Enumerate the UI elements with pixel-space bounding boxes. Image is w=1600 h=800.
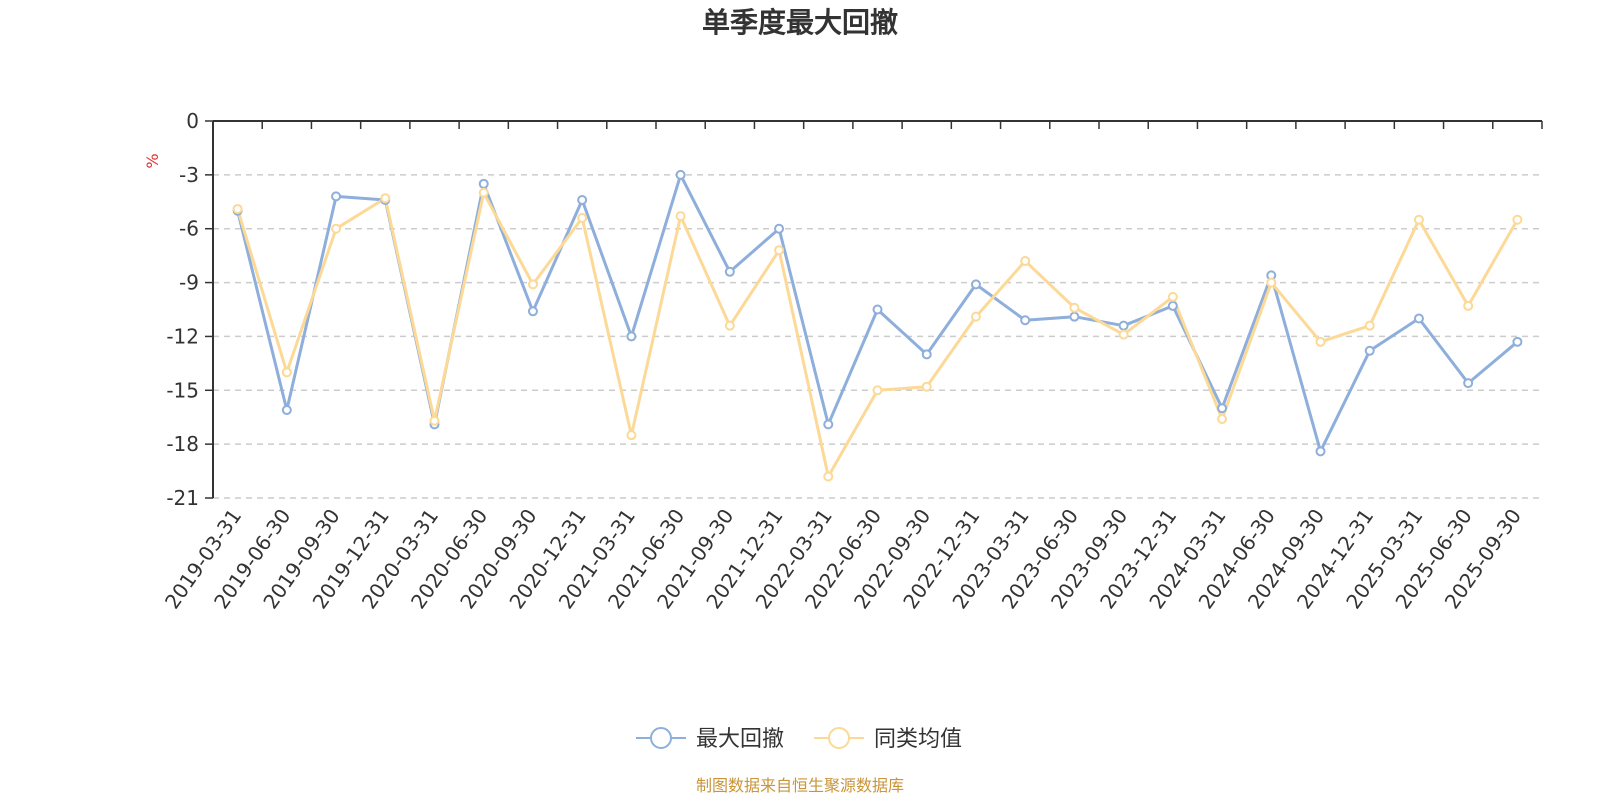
y-tick-label: -3: [179, 163, 199, 187]
data-point-series-1[interactable]: [872, 385, 883, 396]
data-point-series-1[interactable]: [232, 203, 243, 214]
data-point-series-0[interactable]: [970, 279, 981, 290]
data-point-series-1[interactable]: [1217, 414, 1228, 425]
y-tick-label: -15: [166, 378, 199, 402]
data-point-series-0[interactable]: [331, 191, 342, 202]
legend-item-max-drawdown[interactable]: 最大回撤: [636, 727, 784, 752]
data-point-series-1[interactable]: [823, 471, 834, 482]
data-point-series-1[interactable]: [527, 279, 538, 290]
y-tick-label: -21: [166, 486, 199, 510]
data-point-series-1[interactable]: [1118, 329, 1129, 340]
legend-label: 同类均值: [874, 727, 962, 752]
data-point-series-1[interactable]: [1413, 214, 1424, 225]
data-point-series-1[interactable]: [380, 193, 391, 204]
data-point-series-0[interactable]: [1167, 300, 1178, 311]
data-point-series-1[interactable]: [478, 187, 489, 198]
data-point-series-1[interactable]: [1463, 300, 1474, 311]
legend-marker-circle: [650, 727, 672, 749]
legend-label: 最大回撤: [696, 727, 784, 752]
y-tick-label: -9: [179, 271, 199, 295]
series-points: [232, 169, 1523, 482]
data-point-series-1[interactable]: [626, 430, 637, 441]
chart-title: 单季度最大回撤: [702, 6, 898, 39]
data-point-series-1[interactable]: [1069, 302, 1080, 313]
data-point-series-0[interactable]: [1069, 311, 1080, 322]
y-axis-unit-label: %: [143, 153, 162, 168]
y-axis-ticks: 0 -3 -6 -9 -12 -15 -18 -21: [166, 109, 213, 510]
data-point-series-0[interactable]: [675, 169, 686, 180]
data-point-series-0[interactable]: [1364, 345, 1375, 356]
data-point-series-1[interactable]: [331, 223, 342, 234]
data-point-series-0[interactable]: [872, 304, 883, 315]
grid-lines: [213, 174, 1542, 499]
y-tick-label: -12: [166, 324, 199, 348]
axes: [212, 120, 1542, 498]
data-point-series-0[interactable]: [1118, 320, 1129, 331]
data-point-series-1[interactable]: [1512, 214, 1523, 225]
data-point-series-1[interactable]: [970, 311, 981, 322]
y-tick-label: -18: [166, 432, 199, 456]
data-point-series-0[interactable]: [626, 331, 637, 342]
data-point-series-1[interactable]: [675, 211, 686, 222]
data-point-series-1[interactable]: [281, 367, 292, 378]
series-line-1: [236, 191, 1519, 478]
data-point-series-1[interactable]: [429, 415, 440, 426]
data-source-note: 制图数据来自恒生聚源数据库: [696, 776, 904, 795]
data-point-series-0[interactable]: [1315, 446, 1326, 457]
data-point-series-1[interactable]: [1364, 320, 1375, 331]
data-point-series-1[interactable]: [724, 320, 735, 331]
data-point-series-0[interactable]: [823, 419, 834, 430]
data-point-series-0[interactable]: [527, 306, 538, 317]
x-axis-ticks: 2019-03-312019-06-302019-09-302019-12-31…: [160, 121, 1543, 613]
data-point-series-0[interactable]: [1020, 315, 1031, 326]
data-point-series-1[interactable]: [1266, 277, 1277, 288]
data-point-series-0[interactable]: [1413, 313, 1424, 324]
data-point-series-0[interactable]: [281, 405, 292, 416]
data-point-series-1[interactable]: [1167, 291, 1178, 302]
data-point-series-0[interactable]: [1463, 378, 1474, 389]
data-point-series-1[interactable]: [921, 381, 932, 392]
data-point-series-0[interactable]: [921, 349, 932, 360]
legend-marker-circle: [828, 727, 850, 749]
data-point-series-1[interactable]: [1315, 336, 1326, 347]
series-lines: [236, 173, 1519, 478]
data-point-series-0[interactable]: [1217, 403, 1228, 414]
data-point-series-0[interactable]: [577, 194, 588, 205]
data-point-series-0[interactable]: [774, 223, 785, 234]
data-point-series-1[interactable]: [577, 212, 588, 223]
legend-item-peer-average[interactable]: 同类均值: [814, 727, 962, 752]
legend: 最大回撤 同类均值: [636, 727, 962, 752]
data-point-series-0[interactable]: [478, 178, 489, 189]
data-point-series-1[interactable]: [1020, 256, 1031, 267]
y-tick-label: 0: [186, 109, 199, 133]
data-point-series-0[interactable]: [724, 266, 735, 277]
data-point-series-1[interactable]: [774, 245, 785, 256]
y-tick-label: -6: [179, 217, 199, 241]
data-point-series-0[interactable]: [1512, 336, 1523, 347]
